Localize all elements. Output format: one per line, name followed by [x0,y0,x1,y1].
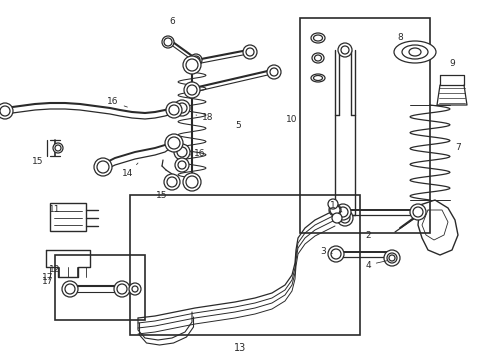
Text: 13: 13 [233,343,245,353]
Circle shape [185,176,198,188]
Text: 18: 18 [196,113,213,122]
Text: 4: 4 [365,261,386,270]
Circle shape [114,281,130,297]
Circle shape [192,56,200,64]
Circle shape [190,54,202,66]
Ellipse shape [393,41,435,63]
Circle shape [167,177,177,187]
Circle shape [329,205,339,215]
Text: 2: 2 [365,230,370,239]
Text: 8: 8 [396,33,402,42]
Circle shape [412,207,422,217]
Circle shape [327,246,343,262]
Circle shape [165,102,182,118]
Text: 1: 1 [329,201,341,212]
Circle shape [409,204,425,220]
Ellipse shape [408,48,420,56]
Text: 6: 6 [169,18,175,27]
Circle shape [327,199,337,209]
Circle shape [94,158,112,176]
Text: 16: 16 [107,98,127,107]
Text: 9: 9 [448,58,454,68]
Circle shape [245,48,253,56]
Circle shape [185,59,198,71]
Text: 11: 11 [49,206,61,215]
Ellipse shape [310,33,325,43]
Circle shape [337,207,347,217]
Circle shape [330,206,338,214]
Ellipse shape [401,45,427,59]
Circle shape [383,250,399,266]
Text: 15: 15 [156,192,167,201]
Circle shape [177,147,186,157]
Text: 7: 7 [454,144,460,153]
Circle shape [388,255,394,261]
Bar [50,203,86,231]
Circle shape [266,65,281,79]
Circle shape [334,204,350,220]
Circle shape [340,46,348,54]
Circle shape [186,85,197,95]
Circle shape [183,56,201,74]
Text: 17: 17 [42,274,54,283]
Circle shape [0,103,13,119]
Circle shape [183,173,201,191]
Circle shape [269,68,278,76]
Circle shape [132,286,138,292]
Text: 17: 17 [42,278,54,287]
Circle shape [129,283,141,295]
Text: 10: 10 [285,116,297,125]
Circle shape [0,106,10,116]
Ellipse shape [310,74,325,82]
Ellipse shape [311,53,324,63]
Circle shape [331,213,341,223]
Ellipse shape [313,76,322,81]
Circle shape [337,43,351,57]
Circle shape [174,100,190,116]
Circle shape [55,145,61,151]
Circle shape [162,36,174,48]
Circle shape [386,253,396,263]
Circle shape [174,144,190,160]
Circle shape [178,161,185,169]
Circle shape [53,143,63,153]
Text: 12: 12 [49,266,61,274]
Circle shape [336,210,352,226]
Circle shape [163,174,180,190]
Text: 15: 15 [32,158,43,166]
Circle shape [97,161,109,173]
Ellipse shape [313,35,322,41]
Circle shape [169,105,179,115]
Circle shape [65,284,75,294]
Circle shape [163,38,172,46]
Text: 16: 16 [190,148,205,158]
Text: 14: 14 [122,163,138,179]
Circle shape [175,158,189,172]
Circle shape [183,82,200,98]
Circle shape [339,213,349,223]
Circle shape [62,281,78,297]
Circle shape [168,137,180,149]
Bar [130,195,359,335]
Circle shape [328,204,340,216]
Circle shape [164,134,183,152]
Text: 3: 3 [320,248,331,256]
Ellipse shape [314,55,321,61]
Circle shape [177,103,186,113]
Circle shape [330,249,340,259]
Bar [299,18,429,233]
Circle shape [243,45,257,59]
Text: 5: 5 [235,122,241,130]
Bar [55,255,145,320]
Circle shape [117,284,127,294]
